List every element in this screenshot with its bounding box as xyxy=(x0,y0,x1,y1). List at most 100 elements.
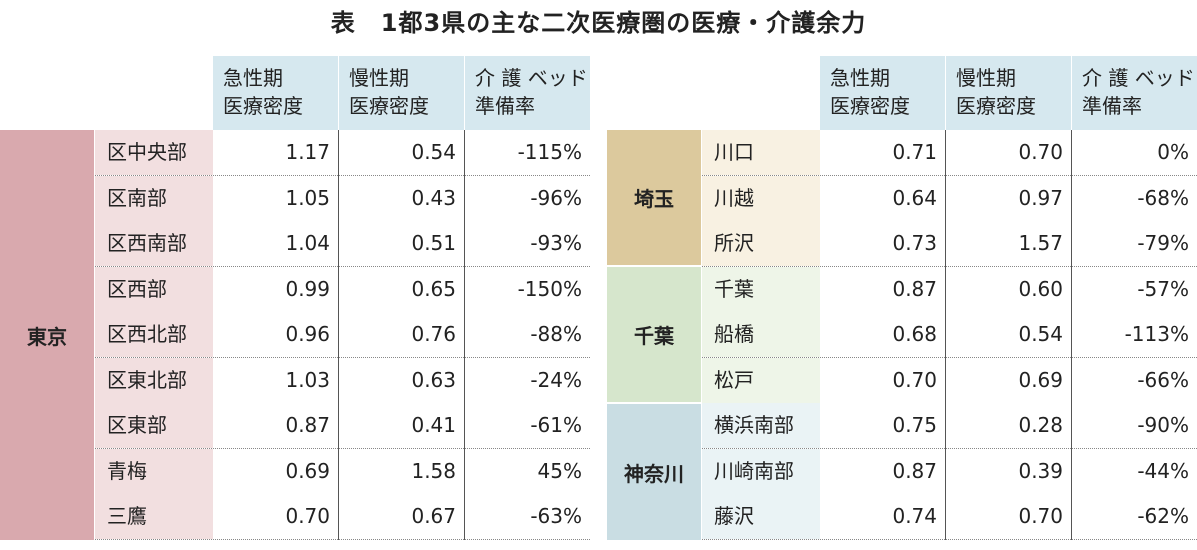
chronic-density-cell: 0.67 xyxy=(339,494,464,539)
district-cell: 川口 xyxy=(702,130,820,175)
right-table: 急性期 医療密度 慢性期 医療密度 介 護 ベッド 準備率 埼玉 千葉 神奈川 … xyxy=(607,56,1197,540)
column-divider xyxy=(464,130,465,540)
acute-density-cell: 0.64 xyxy=(820,175,945,221)
care-bed-rate-cell: -61% xyxy=(465,403,590,448)
prefecture-cell: 神奈川 xyxy=(607,404,701,540)
row-divider xyxy=(95,539,590,540)
header-acute: 急性期 医療密度 xyxy=(213,56,338,130)
chronic-density-cell: 0.51 xyxy=(339,221,464,266)
care-bed-rate-cell: -57% xyxy=(1072,266,1197,312)
chronic-density-cell: 1.57 xyxy=(946,221,1071,266)
acute-density-cell: 1.05 xyxy=(213,175,338,221)
header-chronic: 慢性期 医療密度 xyxy=(946,56,1071,130)
care-bed-rate-cell: -90% xyxy=(1072,403,1197,448)
prefecture-cell: 東京 xyxy=(0,130,94,540)
care-bed-rate-cell: -150% xyxy=(465,266,590,312)
header-chronic-line2: 医療密度 xyxy=(349,94,429,118)
header-chronic-line1: 慢性期 xyxy=(349,66,409,90)
care-bed-rate-cell: -88% xyxy=(465,312,590,357)
chronic-density-cell: 0.41 xyxy=(339,403,464,448)
district-cell: 所沢 xyxy=(702,221,820,266)
acute-density-cell: 0.75 xyxy=(820,403,945,448)
care-bed-rate-cell: -63% xyxy=(465,494,590,539)
left-table: 急性期 医療密度 慢性期 医療密度 介 護 ベッド 準備率 東京 区中央部 1.1… xyxy=(0,56,590,540)
acute-density-cell: 0.69 xyxy=(213,448,338,494)
chronic-density-cell: 1.58 xyxy=(339,448,464,494)
care-bed-rate-cell: -24% xyxy=(465,357,590,403)
acute-density-cell: 1.17 xyxy=(213,130,338,175)
header-care: 介 護 ベッド 準備率 xyxy=(465,56,590,130)
header-chronic-line1: 慢性期 xyxy=(956,66,1016,90)
district-cell: 区西南部 xyxy=(95,221,213,266)
care-bed-rate-cell: -62% xyxy=(1072,494,1197,539)
acute-density-cell: 0.87 xyxy=(820,448,945,494)
district-cell: 川越 xyxy=(702,175,820,221)
header-care: 介 護 ベッド 準備率 xyxy=(1072,56,1197,130)
chronic-density-cell: 0.39 xyxy=(946,448,1071,494)
acute-density-cell: 1.04 xyxy=(213,221,338,266)
header-care-line2: 準備率 xyxy=(475,94,535,118)
care-bed-rate-cell: -113% xyxy=(1072,312,1197,357)
header-care-line1: 介 護 ベッド xyxy=(1082,66,1195,90)
acute-density-cell: 0.70 xyxy=(820,357,945,403)
header-chronic: 慢性期 医療密度 xyxy=(339,56,464,130)
acute-density-cell: 0.99 xyxy=(213,266,338,312)
care-bed-rate-cell: -66% xyxy=(1072,357,1197,403)
header-chronic-line2: 医療密度 xyxy=(956,94,1036,118)
district-cell: 区南部 xyxy=(95,175,213,221)
care-bed-rate-cell: -68% xyxy=(1072,175,1197,221)
page-title: 表 1都3県の主な二次医療圏の医療・介護余力 xyxy=(330,9,867,37)
district-cell: 川崎南部 xyxy=(702,448,820,494)
chronic-density-cell: 0.43 xyxy=(339,175,464,221)
district-cell: 区東北部 xyxy=(95,357,213,403)
chronic-density-cell: 0.54 xyxy=(339,130,464,175)
care-bed-rate-cell: -79% xyxy=(1072,221,1197,266)
acute-density-cell: 0.87 xyxy=(820,266,945,312)
acute-density-cell: 0.96 xyxy=(213,312,338,357)
prefecture-label: 千葉 xyxy=(634,324,674,348)
care-bed-rate-cell: -44% xyxy=(1072,448,1197,494)
chronic-density-cell: 0.70 xyxy=(946,494,1071,539)
chronic-density-cell: 0.65 xyxy=(339,266,464,312)
care-bed-rate-cell: -93% xyxy=(465,221,590,266)
district-cell: 区西北部 xyxy=(95,312,213,357)
district-cell: 松戸 xyxy=(702,357,820,403)
district-cell: 藤沢 xyxy=(702,494,820,539)
header-acute-line2: 医療密度 xyxy=(223,94,303,118)
acute-density-cell: 0.74 xyxy=(820,494,945,539)
care-bed-rate-cell: -96% xyxy=(465,175,590,221)
chronic-density-cell: 0.97 xyxy=(946,175,1071,221)
district-cell: 区中央部 xyxy=(95,130,213,175)
district-cell: 横浜南部 xyxy=(702,403,820,448)
district-cell: 区西部 xyxy=(95,266,213,312)
chronic-density-cell: 0.70 xyxy=(946,130,1071,175)
column-divider xyxy=(1071,130,1072,540)
care-bed-rate-cell: 45% xyxy=(465,448,590,494)
column-divider xyxy=(945,130,946,540)
header-care-line1: 介 護 ベッド xyxy=(475,66,588,90)
care-bed-rate-cell: 0% xyxy=(1072,130,1197,175)
prefecture-label: 神奈川 xyxy=(624,461,684,486)
acute-density-cell: 0.68 xyxy=(820,312,945,357)
district-cell: 区東部 xyxy=(95,403,213,448)
prefecture-cell: 千葉 xyxy=(607,267,701,402)
chronic-density-cell: 0.54 xyxy=(946,312,1071,357)
header-acute-line1: 急性期 xyxy=(223,66,283,90)
district-cell: 青梅 xyxy=(95,448,213,494)
care-bed-rate-cell: -115% xyxy=(465,130,590,175)
chronic-density-cell: 0.63 xyxy=(339,357,464,403)
district-cell: 三鷹 xyxy=(95,494,213,539)
acute-density-cell: 0.87 xyxy=(213,403,338,448)
header-acute-line2: 医療密度 xyxy=(830,94,910,118)
prefecture-label: 東京 xyxy=(27,324,67,349)
chronic-density-cell: 0.60 xyxy=(946,266,1071,312)
district-cell: 千葉 xyxy=(702,266,820,312)
chronic-density-cell: 0.28 xyxy=(946,403,1071,448)
acute-density-cell: 0.71 xyxy=(820,130,945,175)
header-acute: 急性期 医療密度 xyxy=(820,56,945,130)
chronic-density-cell: 0.69 xyxy=(946,357,1071,403)
acute-density-cell: 0.70 xyxy=(213,494,338,539)
acute-density-cell: 0.73 xyxy=(820,221,945,266)
chronic-density-cell: 0.76 xyxy=(339,312,464,357)
acute-density-cell: 1.03 xyxy=(213,357,338,403)
